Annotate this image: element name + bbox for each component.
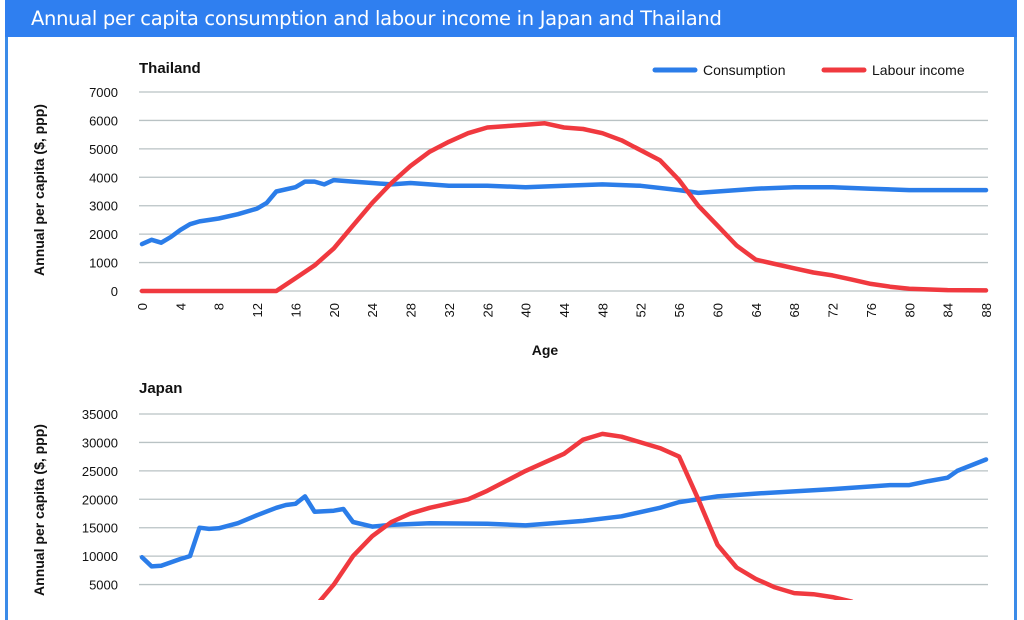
x-tick-label: 60 xyxy=(710,303,725,317)
x-tick-label: 40 xyxy=(519,303,534,317)
series-line-consumption xyxy=(139,177,989,247)
y-tick-label: 4000 xyxy=(89,170,118,185)
x-tick-label: 28 xyxy=(404,303,419,317)
y-tick-label: 2000 xyxy=(89,227,118,242)
y-tick-label: 0 xyxy=(111,284,118,299)
x-tick-label: 24 xyxy=(365,303,380,317)
y-tick-label: 20000 xyxy=(82,492,118,507)
y-axis-label: Annual per capita ($, ppp) xyxy=(31,104,47,276)
x-tick-label: 8 xyxy=(212,303,227,310)
y-tick-label: 30000 xyxy=(82,435,118,450)
y-tick-label: 1000 xyxy=(89,256,118,271)
y-tick-label: 3000 xyxy=(89,199,118,214)
x-tick-label: 84 xyxy=(941,303,956,317)
x-tick-label: 4 xyxy=(173,303,188,310)
x-tick-label: 44 xyxy=(557,303,572,317)
x-tick-label: 26 xyxy=(480,303,495,317)
legend-label: Labour income xyxy=(872,62,965,78)
y-tick-label: 5000 xyxy=(89,578,118,593)
figure-title: Annual per capita consumption and labour… xyxy=(5,0,1017,37)
x-tick-label: 68 xyxy=(787,303,802,317)
x-tick-label: 64 xyxy=(749,303,764,317)
x-tick-label: 0 xyxy=(135,303,150,310)
chart-title: Japan xyxy=(139,380,182,397)
x-tick-label: 76 xyxy=(864,303,879,317)
y-tick-label: 25000 xyxy=(82,464,118,479)
chart-title: Thailand xyxy=(139,60,201,77)
x-tick-label: 32 xyxy=(442,303,457,317)
x-tick-label: 52 xyxy=(634,303,649,317)
x-tick-label: 16 xyxy=(288,303,303,317)
y-tick-label: 7000 xyxy=(89,85,118,100)
chart-japan: 5000 10000 15000 20000 25000 30000 35000 Japan A… xyxy=(31,380,989,600)
legend-label: Consumption xyxy=(703,62,786,78)
y-tick-label: 15000 xyxy=(82,521,118,536)
y-tick-label: 6000 xyxy=(89,113,118,128)
chart-thailand: 0 1000 2000 3000 4000 5000 6000 7000 Thailand Ann… xyxy=(31,60,994,358)
series-line-labour-income xyxy=(139,121,989,294)
y-tick-label: 10000 xyxy=(82,549,118,564)
legend: Consumption Labour income xyxy=(652,62,965,78)
x-tick-label: 56 xyxy=(672,303,687,317)
charts-canvas: 0 1000 2000 3000 4000 5000 6000 7000 Thailand Ann… xyxy=(31,60,994,600)
x-axis-label: Age xyxy=(532,342,559,358)
y-axis-label: Annual per capita ($, ppp) xyxy=(31,424,47,596)
x-tick-label: 12 xyxy=(250,303,265,317)
x-tick-label: 88 xyxy=(979,303,994,317)
x-tick-label: 20 xyxy=(327,303,342,317)
series-line-labour-income xyxy=(317,431,854,600)
x-tick-label: 72 xyxy=(826,303,841,317)
x-tick-label: 80 xyxy=(902,303,917,317)
x-tick-label: 48 xyxy=(595,303,610,317)
series-line-consumption xyxy=(139,457,989,569)
y-tick-label: 35000 xyxy=(82,407,118,422)
chart-frame xyxy=(5,0,1017,620)
y-tick-label: 5000 xyxy=(89,142,118,157)
